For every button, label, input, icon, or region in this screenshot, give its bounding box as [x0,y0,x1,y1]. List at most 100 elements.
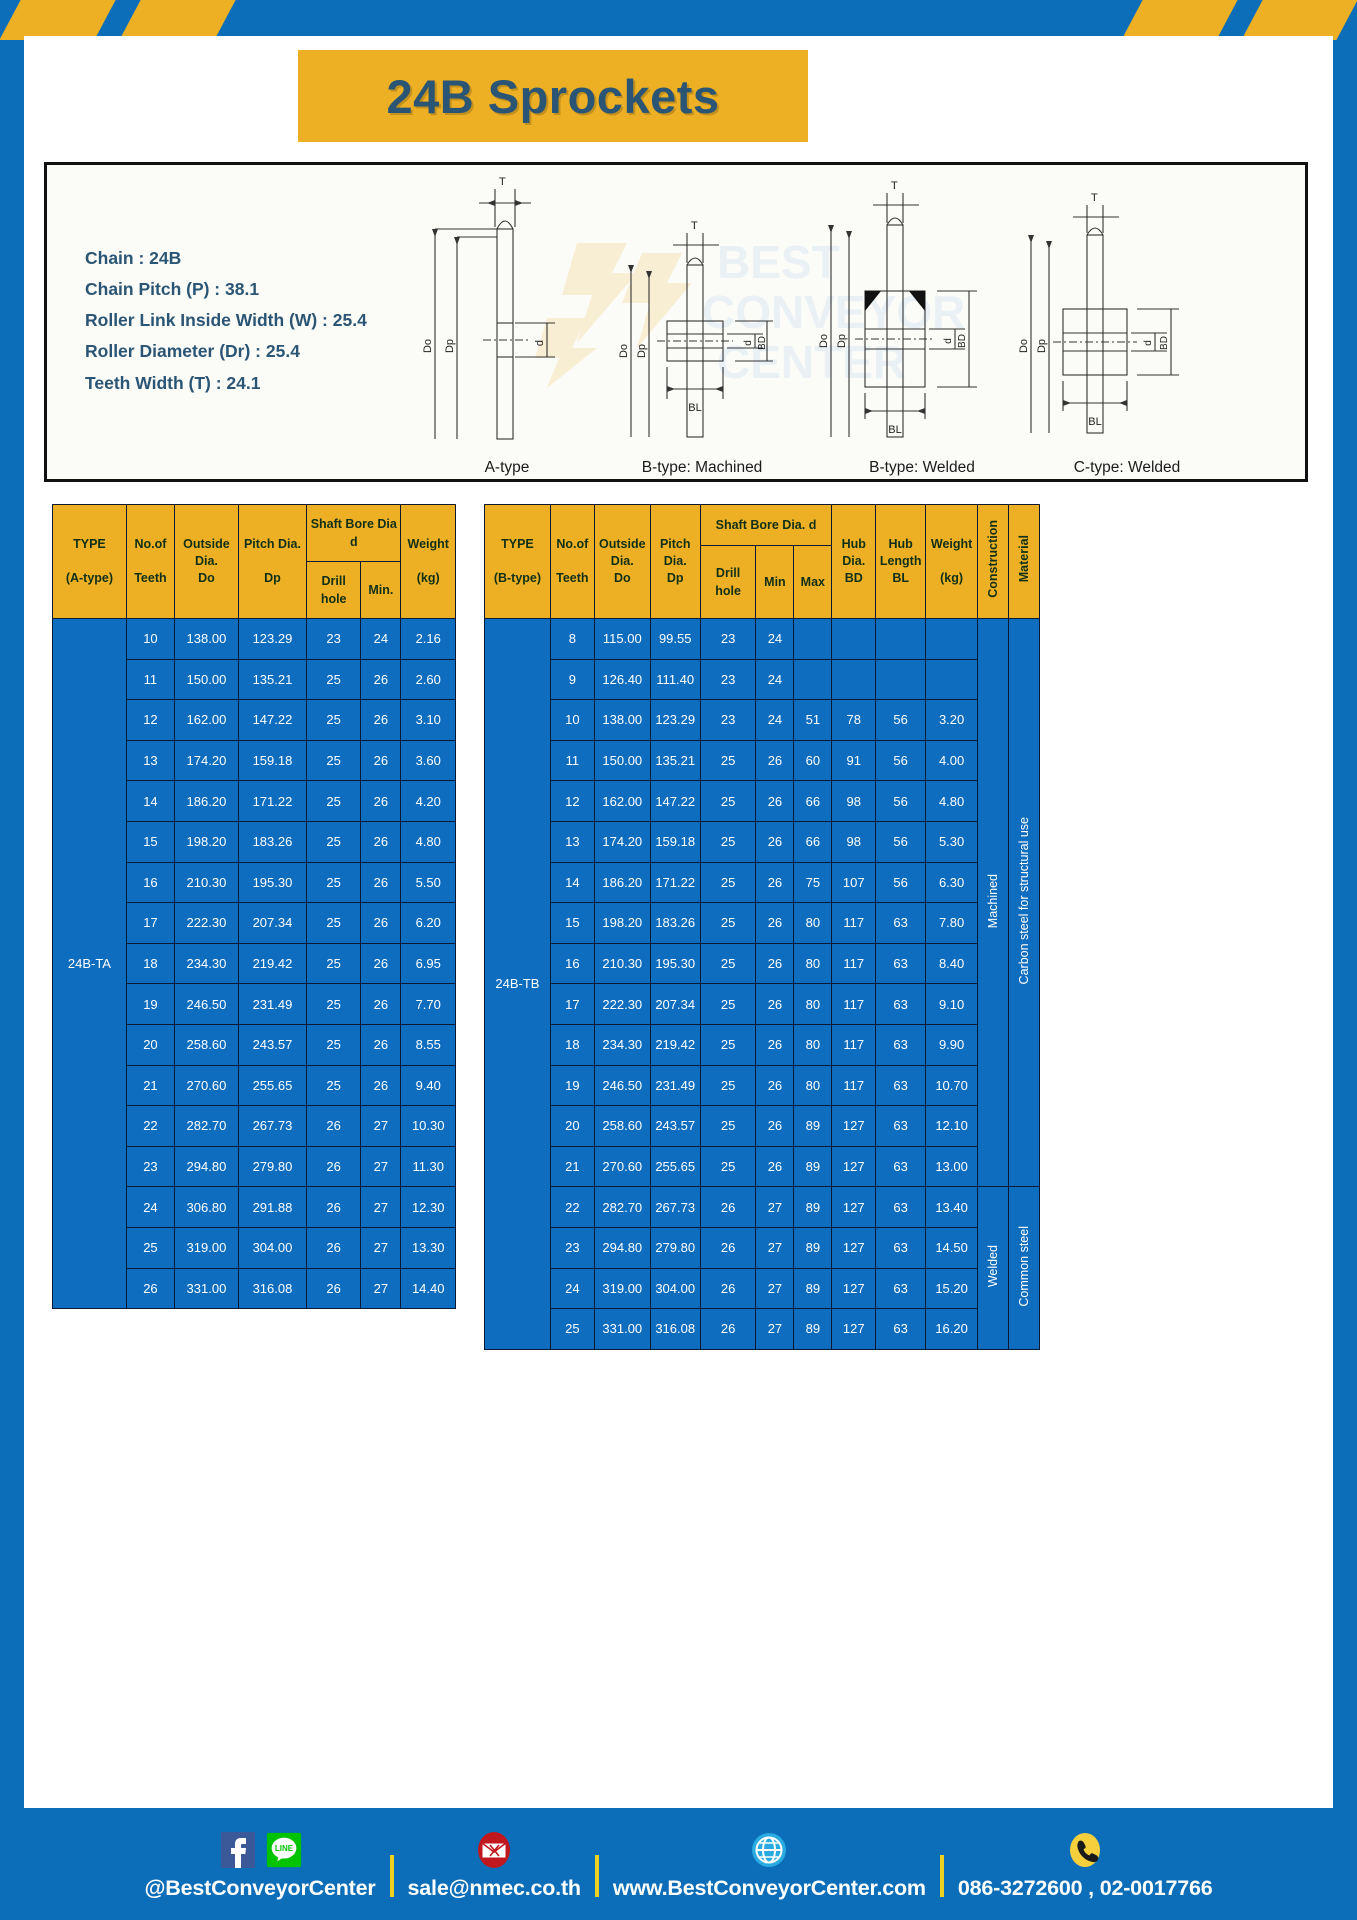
footer-phone[interactable]: 086-3272600 , 02-0017766 [958,1828,1213,1901]
cell-weight: 4.20 [400,780,456,822]
table-row: 24 319.00 304.00 26 27 89 127 63 15.20 [485,1267,1040,1310]
table-row: 10 138.00 123.29 23 24 51 78 56 3.20 [485,699,1040,741]
cell-hub-dia: 91 [831,739,877,782]
cell-pitch-dia: 304.00 [649,1267,701,1310]
footer-divider-1 [389,1854,394,1897]
th-material-label: Material [1016,535,1031,583]
cell-weight: 8.55 [400,1023,456,1066]
footer-facebook[interactable]: LINE @BestConveyorCenter [145,1828,376,1901]
table-row: 15 198.20 183.26 25 26 80 117 63 7.80 [485,902,1040,944]
table-row: 22 282.70 267.73 26 27 10.30 [53,1105,456,1147]
cell-outside-dia: 294.80 [173,1145,239,1188]
caption-b-type-machined: B-type: Machined [641,459,763,476]
website-url[interactable]: www.BestConveyorCenter.com [612,1875,926,1900]
table-row: 15 198.20 183.26 25 26 4.80 [53,820,456,863]
cell-drill-hole: 26 [306,1145,362,1188]
cell-teeth: 12 [549,780,595,822]
cell-hub-dia [831,618,877,660]
cell-min: 27 [360,1267,402,1310]
cell-type: 24B-TA [52,617,127,1310]
th-wt-b-l2: (kg) [940,570,964,585]
cell-pitch-dia: 123.29 [649,699,701,741]
cell-max: 51 [793,699,833,741]
cell-teeth: 10 [125,618,175,660]
cell-weight: 13.40 [925,1186,979,1228]
cell-min: 26 [755,902,795,944]
cell-hub-length: 63 [875,983,927,1025]
th-pd-l1: Pitch Dia. [243,537,301,552]
phone-icon[interactable] [1064,1829,1106,1871]
table-row: 14 186.20 171.22 25 26 4.20 [53,780,456,822]
th-hub-length: Hub Length BL [875,504,927,619]
th-construction-label: Construction [985,520,1000,598]
cell-outside-dia: 246.50 [593,1064,651,1107]
line-icon[interactable]: LINE [265,1831,303,1869]
cell-teeth: 24 [549,1267,595,1310]
cell-drill-hole: 25 [306,820,362,863]
cell-min: 26 [755,942,795,985]
cell-max: 89 [793,1105,833,1147]
cell-min: 26 [360,942,402,985]
cell-drill-hole: 25 [306,780,362,822]
cell-teeth: 19 [125,983,175,1025]
table-row: 21 270.60 255.65 25 26 89 127 63 13.00 [485,1145,1040,1188]
table-row: 16 210.30 195.30 25 26 5.50 [53,861,456,904]
cell-min: 26 [755,820,795,863]
th-shaft-bore-group-b: Shaft Bore Dia. d [699,504,833,546]
cell-weight: 4.00 [925,739,979,782]
email-icon[interactable] [473,1829,515,1871]
cell-drill-hole: 25 [699,1064,757,1107]
cell-teeth: 17 [125,902,175,944]
footer-website[interactable]: www.BestConveyorCenter.com [613,1828,926,1901]
cell-weight: 3.20 [925,699,979,741]
cell-pitch-dia: 147.22 [237,699,308,741]
title-banner: 24B Sprockets [298,50,808,142]
th-type-b-l2: (B-type) [493,570,542,585]
cell-teeth: 9 [549,658,595,701]
th-wt-l2: (kg) [416,570,440,585]
globe-icon[interactable] [748,1829,790,1871]
th-hub-dia-l1: Hub [841,537,866,552]
spec-line-chain: Chain : 24B [85,248,182,268]
cell-min: 26 [755,983,795,1025]
cell-drill-hole: 25 [306,902,362,944]
svg-text:d: d [1143,340,1154,346]
cell-weight: 3.60 [400,739,456,782]
facebook-icon[interactable] [218,1830,258,1870]
svg-text:T: T [1091,192,1098,204]
cell-teeth: 14 [125,780,175,822]
cell-weight: 8.40 [925,942,979,985]
email-address[interactable]: sale@nmec.co.th [407,1875,582,1900]
cell-hub-dia: 117 [831,902,877,944]
cell-outside-dia: 210.30 [593,942,651,985]
cell-weight: 12.10 [925,1105,979,1147]
th-od-l2: Dia. [194,554,218,569]
th-construction: Construction [977,504,1009,619]
cell-teeth: 13 [125,739,175,782]
cell-hub-dia: 98 [831,780,877,822]
th-pd-b-l1: Pitch [659,537,691,552]
facebook-handle[interactable]: @BestConveyorCenter [144,1875,376,1900]
cell-outside-dia: 174.20 [593,820,651,863]
cell-drill-hole: 25 [699,1023,757,1066]
table-b-type-body: 24B-TB 8 115.00 99.55 23 24 Machined Carbon ste… [484,617,1041,1350]
cell-type: 24B-TB [484,618,551,1350]
footer-email[interactable]: sale@nmec.co.th [408,1828,581,1901]
cell-pitch-dia: 255.65 [237,1064,308,1107]
cell-weight: 7.80 [925,902,979,944]
cell-drill-hole: 25 [699,820,757,863]
cell-pitch-dia: 111.40 [649,658,701,701]
cell-drill-hole: 25 [699,861,757,904]
cell-max: 60 [793,739,833,782]
cell-teeth: 23 [549,1226,595,1269]
cell-hub-dia: 127 [831,1267,877,1310]
cell-hub-length: 63 [875,1267,927,1310]
cell-drill-hole: 25 [306,942,362,985]
cell-teeth: 18 [549,1023,595,1066]
table-row: 23 294.80 279.80 26 27 89 127 63 14.50 [485,1226,1040,1269]
cell-drill-hole: 26 [699,1226,757,1269]
phone-number[interactable]: 086-3272600 , 02-0017766 [957,1875,1213,1900]
th-outside-dia-b: Outside Dia. Do [593,504,651,619]
cell-weight: 6.95 [400,942,456,985]
svg-text:Do: Do [618,344,630,358]
